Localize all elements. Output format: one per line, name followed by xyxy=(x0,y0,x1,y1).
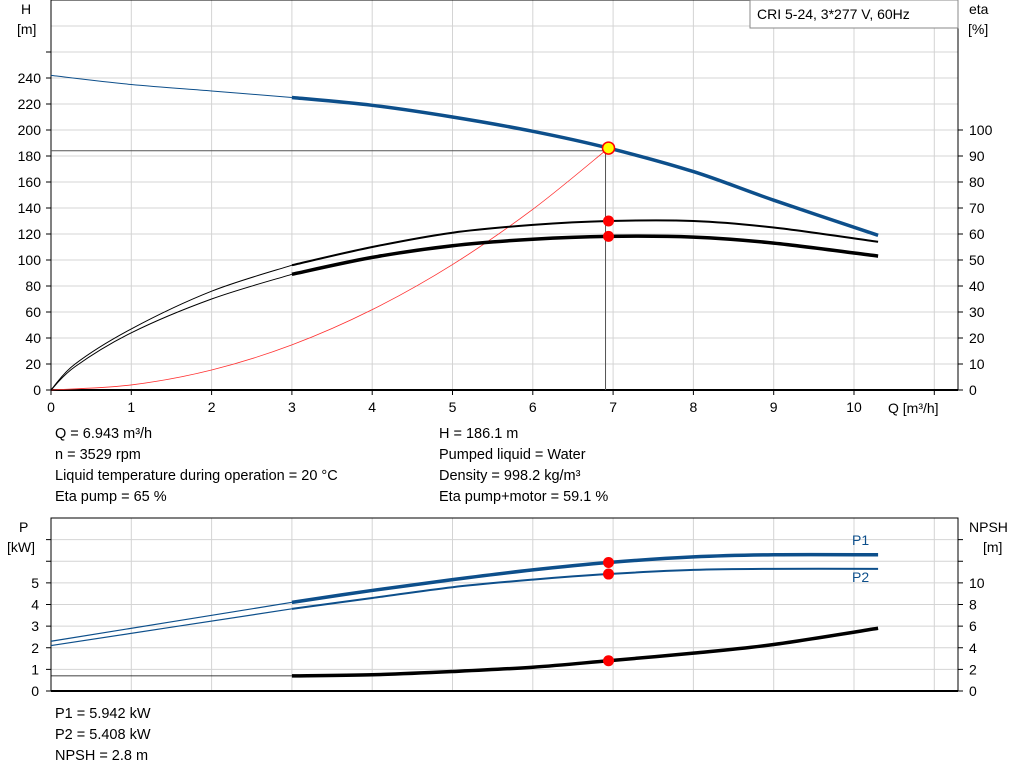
y-left-tick-label: 140 xyxy=(18,200,42,216)
info-temp: Liquid temperature during operation = 20… xyxy=(55,468,338,484)
info-eta-total: Eta pump+motor = 59.1 % xyxy=(439,489,609,505)
p-axis-unit: [kW] xyxy=(7,539,35,555)
p2-point xyxy=(603,568,615,580)
info-n: n = 3529 rpm xyxy=(55,447,141,463)
y-left-tick-label: 60 xyxy=(25,304,41,320)
y-left-tick-label: 180 xyxy=(18,148,42,164)
npsh-point xyxy=(603,655,615,667)
npsh-axis-unit: [m] xyxy=(983,539,1002,555)
eta-axis-label: eta xyxy=(969,1,989,17)
p-tick-label: 0 xyxy=(31,683,39,699)
p-tick-label: 2 xyxy=(31,640,39,656)
info-npsh: NPSH = 2.8 m xyxy=(55,748,149,764)
info-p2: P2 = 5.408 kW xyxy=(55,727,151,743)
y-left-tick-label: 20 xyxy=(25,356,41,372)
y-left-tick-label: 120 xyxy=(18,226,42,242)
npsh-curve xyxy=(291,626,879,678)
p-tick-label: 1 xyxy=(31,661,39,677)
y-left-tick-label: 200 xyxy=(18,122,42,138)
info-bottom: P1 = 5.942 kW P2 = 5.408 kW NPSH = 2.8 m xyxy=(55,704,151,767)
p-tick-label: 3 xyxy=(31,618,39,634)
y-right-tick-label: 40 xyxy=(969,278,985,294)
npsh-tick-label: 2 xyxy=(969,661,977,677)
x-tick-label: 0 xyxy=(47,399,55,415)
npsh-tick-label: 4 xyxy=(969,640,977,656)
y-left-tick-label: 160 xyxy=(18,174,42,190)
npsh-axis-label: NPSH xyxy=(969,519,1008,535)
eta-pump-curve-thin xyxy=(50,264,293,391)
x-tick-label: 8 xyxy=(690,399,698,415)
y-left-tick-label: 220 xyxy=(18,96,42,112)
info-eta-pump: Eta pump = 65 % xyxy=(55,489,167,505)
info-density: Density = 998.2 kg/m³ xyxy=(439,468,581,484)
p-tick-label: 5 xyxy=(31,575,39,591)
bottom-grid: 0 1 2 3 4 5 0 2 4 6 8 10 xyxy=(31,517,985,699)
duty-point xyxy=(601,141,616,155)
y-right-tick-label: 30 xyxy=(969,304,985,320)
y-right-tick-label: 60 xyxy=(969,226,985,242)
info-p1: P1 = 5.942 kW xyxy=(55,706,151,722)
x-tick-label: 2 xyxy=(208,399,216,415)
x-tick-label: 6 xyxy=(529,399,537,415)
info-q: Q = 6.943 m³/h xyxy=(55,426,153,442)
head-curve-thin xyxy=(50,74,292,98)
p1-point xyxy=(603,557,615,569)
p2-series-label: P2 xyxy=(852,569,869,585)
h-axis-unit: [m] xyxy=(17,21,36,37)
info-liquid: Pumped liquid = Water xyxy=(439,447,586,463)
top-grid: 0 1 2 3 4 5 6 7 8 9 100204060801001201401601802002… xyxy=(18,0,993,415)
eta-pump-curve xyxy=(291,219,879,267)
y-left-tick-label: 100 xyxy=(18,252,42,268)
y-left-tick-label: 40 xyxy=(25,330,41,346)
title-box xyxy=(749,0,959,29)
p1-curve xyxy=(291,552,879,605)
eta-total-curve xyxy=(291,234,879,277)
p2-curve-thin xyxy=(50,608,292,647)
plot-frame xyxy=(50,0,959,391)
p-tick-label: 4 xyxy=(31,597,39,613)
npsh-tick-label: 6 xyxy=(969,618,977,634)
head-curve xyxy=(291,95,879,237)
y-left-tick-label: 240 xyxy=(18,70,42,86)
x-tick-label: 3 xyxy=(288,399,296,415)
y-right-tick-label: 10 xyxy=(969,356,985,372)
npsh-tick-label: 0 xyxy=(969,683,977,699)
p1-series-label: P1 xyxy=(852,532,869,548)
y-right-tick-label: 90 xyxy=(969,148,985,164)
eta-total-curve-thin xyxy=(50,273,293,391)
y-right-tick-label: 80 xyxy=(969,174,985,190)
x-tick-label: 10 xyxy=(846,399,862,415)
x-tick-label: 9 xyxy=(770,399,778,415)
info-top-left: Q = 6.943 m³/h n = 3529 rpm Liquid tempe… xyxy=(55,424,338,508)
info-h: H = 186.1 m xyxy=(439,426,519,442)
info-top-right: H = 186.1 m Pumped liquid = Water Densit… xyxy=(439,424,608,508)
y-right-tick-label: 20 xyxy=(969,330,985,346)
p-axis-label: P xyxy=(19,519,28,535)
npsh-tick-label: 10 xyxy=(969,575,985,591)
q-axis-label: Q [m³/h] xyxy=(888,400,939,416)
p2-curve xyxy=(291,567,879,610)
x-tick-label: 4 xyxy=(368,399,376,415)
y-left-tick-label: 0 xyxy=(33,382,41,398)
npsh-tick-label: 8 xyxy=(969,597,977,613)
p1-curve-thin xyxy=(50,601,292,642)
eta-axis-unit: [%] xyxy=(968,21,988,37)
y-right-tick-label: 100 xyxy=(969,122,993,138)
h-axis-label: H xyxy=(21,1,31,17)
x-tick-label: 1 xyxy=(127,399,135,415)
y-right-tick-label: 0 xyxy=(969,382,977,398)
y-right-tick-label: 50 xyxy=(969,252,985,268)
system-curve xyxy=(50,147,609,391)
eta-pump-point xyxy=(603,215,615,227)
y-left-tick-label: 80 xyxy=(25,278,41,294)
x-tick-label: 7 xyxy=(609,399,617,415)
x-tick-label: 5 xyxy=(449,399,457,415)
eta-total-point xyxy=(603,230,615,242)
y-right-tick-label: 70 xyxy=(969,200,985,216)
chart-marks xyxy=(50,74,879,678)
chart-title: CRI 5-24, 3*277 V, 60Hz xyxy=(757,6,910,22)
